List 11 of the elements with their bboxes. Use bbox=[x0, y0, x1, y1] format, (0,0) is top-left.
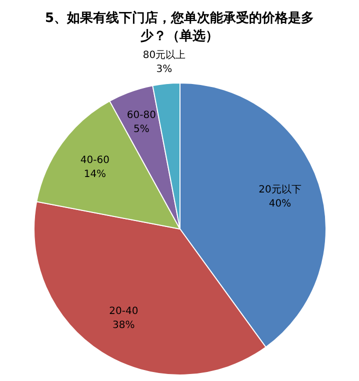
slice-label: 60-80 bbox=[126, 110, 156, 121]
data-label: 40% bbox=[268, 198, 292, 210]
data-label: 38% bbox=[112, 320, 135, 331]
slice-label: 80元以上 bbox=[142, 48, 186, 61]
chart-title: 5、如果有线下门店，您单次能承受的价格是多少？（单选） bbox=[44, 10, 314, 44]
data-label: 3% bbox=[156, 64, 172, 75]
slice-label: 20元以下 bbox=[258, 184, 302, 196]
data-label: 5% bbox=[133, 124, 150, 135]
slice-label: 40-60 bbox=[80, 155, 110, 166]
data-label: 14% bbox=[84, 169, 106, 180]
slice-label: 20-40 bbox=[109, 306, 138, 317]
